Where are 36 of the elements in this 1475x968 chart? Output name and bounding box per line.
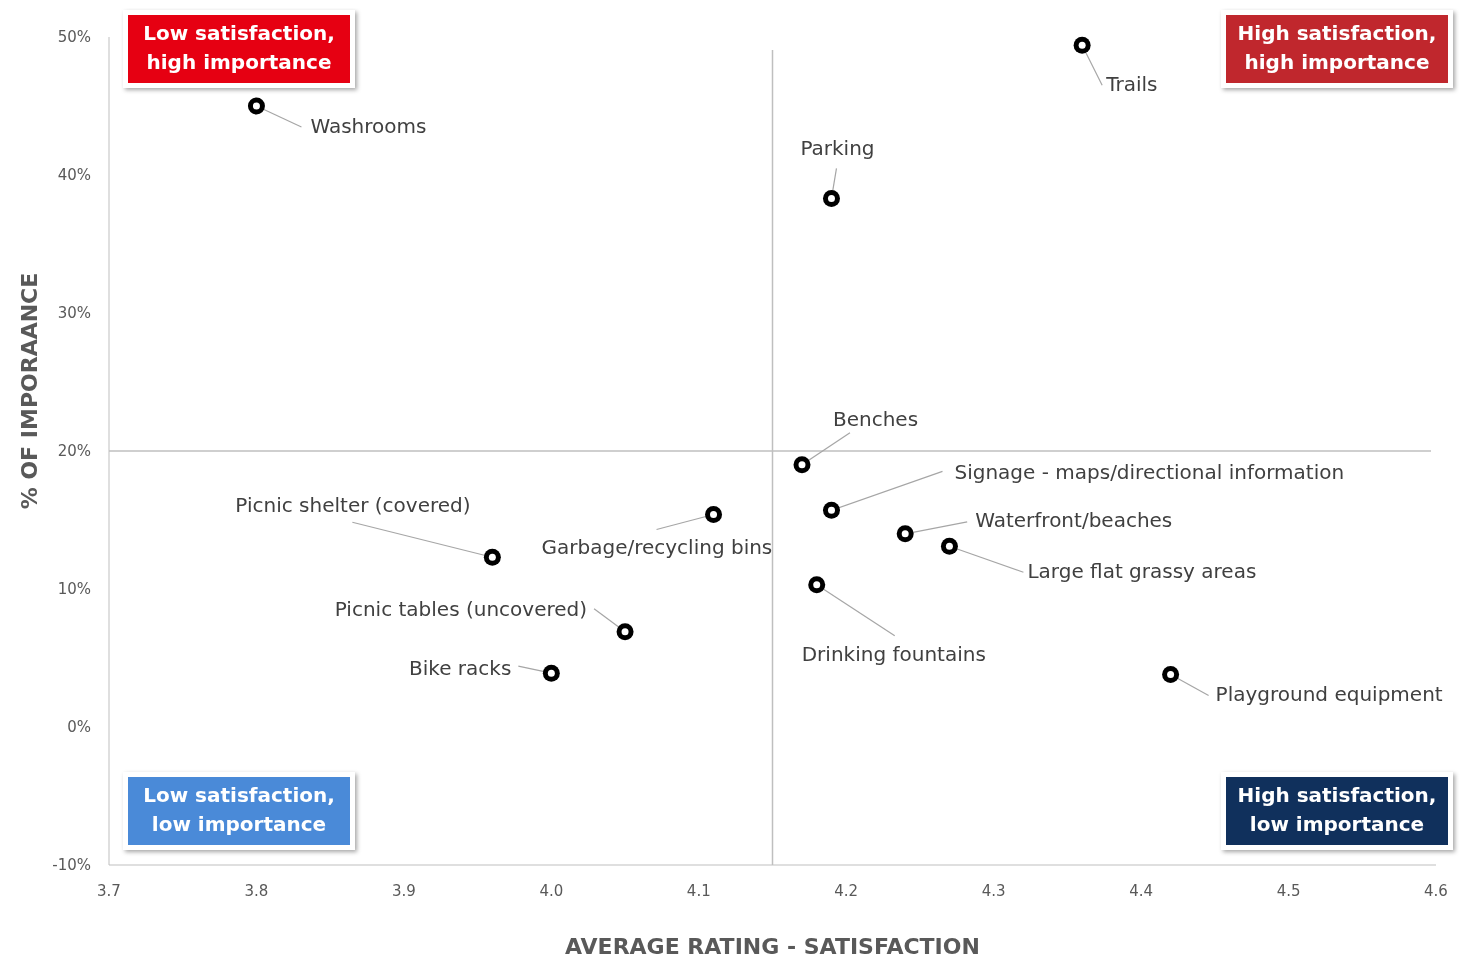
annotation: Picnic shelter (covered) <box>235 492 471 517</box>
annotation: Picnic tables (uncovered) <box>334 597 588 622</box>
x-tick-label: 3.9 <box>391 882 416 900</box>
annotation: Signage - maps/directional information <box>954 459 1345 484</box>
x-tick-label: 4.5 <box>1276 882 1301 900</box>
x-tick-label: 3.8 <box>244 882 269 900</box>
x-tick-label: 3.7 <box>97 882 121 900</box>
y-tick-label: 30% <box>57 304 91 322</box>
annotation: Garbage/recycling bins <box>541 534 773 559</box>
x-tick-label: 4.6 <box>1424 882 1448 900</box>
annotation: Low satisfaction, high importance <box>143 21 335 74</box>
annotation: Benches <box>832 407 919 432</box>
y-tick-label: 0% <box>67 718 91 736</box>
x-tick-label: 4.3 <box>981 882 1006 900</box>
y-tick-label: 10% <box>57 580 91 598</box>
y-axis-title: % OF IMPORAANCE <box>17 272 42 510</box>
y-tick-label: 50% <box>57 28 91 46</box>
annotation: Bike racks <box>409 655 512 680</box>
annotation: Trails <box>1105 71 1158 96</box>
annotation: Playground equipment <box>1215 682 1443 707</box>
annotation: Waterfront/beaches <box>975 508 1173 533</box>
annotation: Drinking fountains <box>801 642 986 667</box>
x-tick-label: 4.2 <box>834 882 859 900</box>
annotation: Low satisfaction, low importance <box>143 783 335 836</box>
x-axis-title: AVERAGE RATING - SATISFACTION <box>565 934 980 959</box>
annotation: High satisfaction, high importance <box>1237 21 1437 74</box>
annotation: Washrooms <box>310 113 427 138</box>
x-tick-label: 4.1 <box>686 882 711 900</box>
annotation: High satisfaction, low importance <box>1237 783 1437 836</box>
x-tick-label: 4.0 <box>539 882 564 900</box>
y-tick-label: 40% <box>57 166 91 184</box>
x-tick-label: 4.4 <box>1129 882 1154 900</box>
annotation: Large flat grassy areas <box>1027 558 1257 583</box>
annotation: Parking <box>800 135 875 160</box>
y-tick-label: -10% <box>52 856 91 874</box>
y-tick-label: 20% <box>57 442 91 460</box>
